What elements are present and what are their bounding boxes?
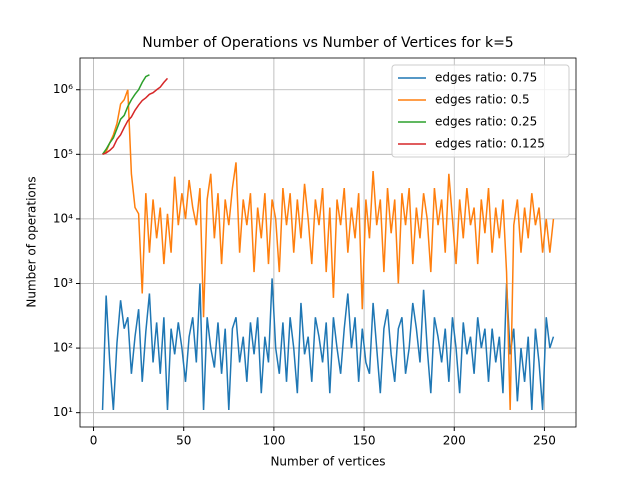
- x-tick-label: 150: [353, 434, 376, 448]
- y-tick-label: 10¹: [53, 405, 73, 419]
- legend-label: edges ratio: 0.25: [435, 115, 537, 129]
- legend-label: edges ratio: 0.5: [435, 93, 530, 107]
- legend-box: [391, 64, 570, 158]
- x-tick-label: 250: [533, 434, 556, 448]
- series-line: [101, 278, 555, 411]
- x-tick-label: 0: [90, 434, 98, 448]
- legend-label: edges ratio: 0.125: [435, 137, 545, 151]
- y-tick-label: 10²: [53, 341, 73, 355]
- plot-frame: [79, 57, 577, 428]
- series-line: [101, 74, 150, 155]
- x-tick-label: 50: [176, 434, 191, 448]
- x-tick-label: 100: [262, 434, 285, 448]
- y-tick-label: 10⁶: [53, 82, 73, 96]
- chart-title: Number of Operations vs Number of Vertic…: [142, 35, 513, 51]
- y-tick-label: 10⁵: [53, 147, 73, 161]
- x-axis-label: Number of vertices: [270, 455, 385, 469]
- x-tick-label: 200: [443, 434, 466, 448]
- legend-label: edges ratio: 0.75: [435, 71, 537, 85]
- series-line: [102, 89, 555, 411]
- series-line: [102, 77, 169, 156]
- y-tick-label: 10³: [53, 276, 73, 290]
- y-tick-label: 10⁴: [53, 211, 73, 225]
- y-axis-label: Number of operations: [25, 176, 39, 307]
